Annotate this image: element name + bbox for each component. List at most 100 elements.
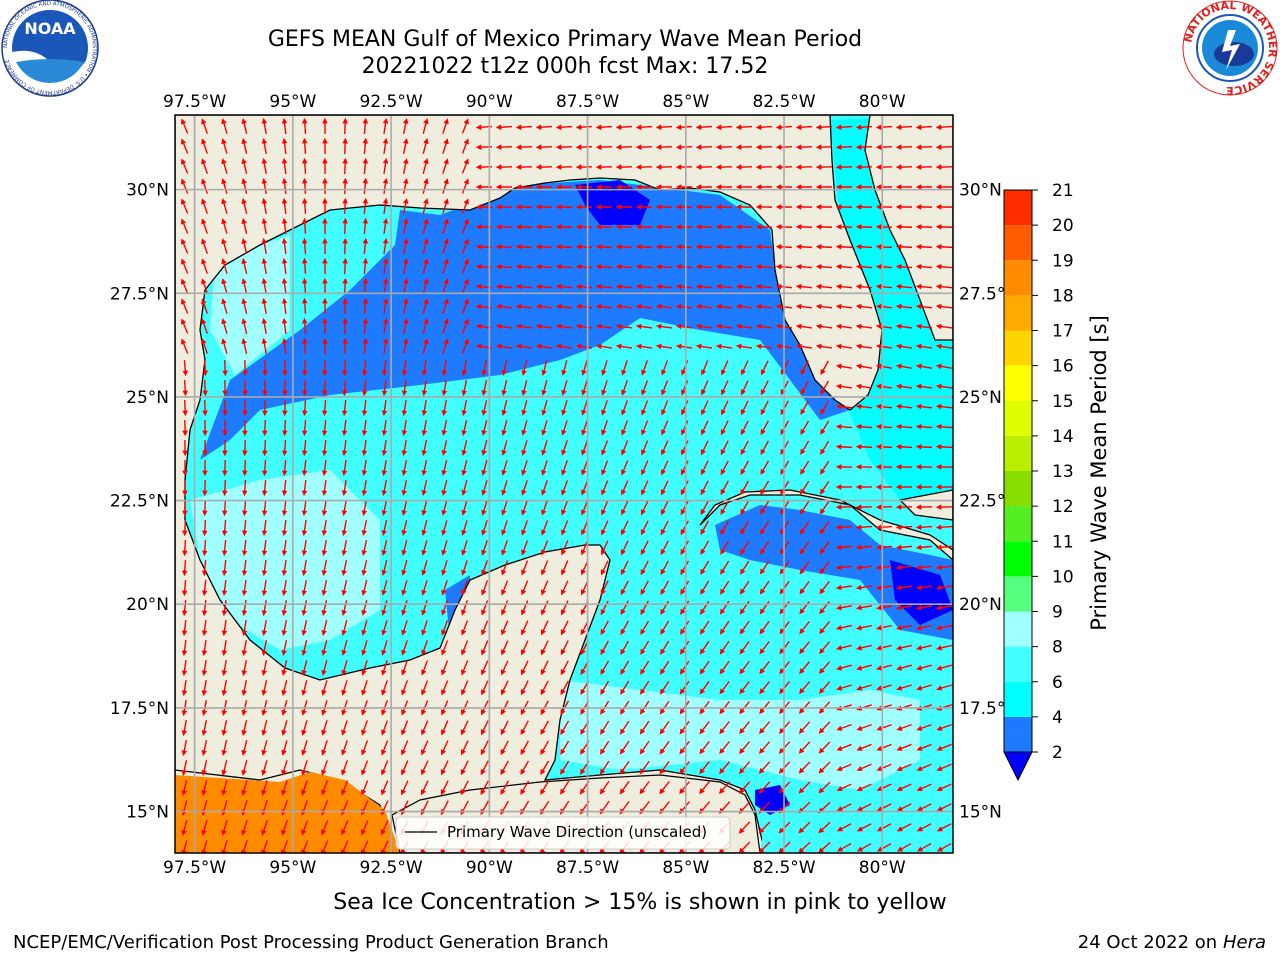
wave-arrow	[501, 600, 509, 616]
wave-arrow	[441, 620, 449, 636]
wave-arrow	[540, 620, 549, 636]
colorbar-tick-label: 16	[1052, 357, 1074, 377]
wave-arrow	[422, 338, 429, 354]
colorbar-tick-label: 4	[1052, 708, 1063, 728]
wave-arrow	[819, 480, 830, 495]
wave-arrow	[501, 560, 509, 576]
wave-arrow	[535, 343, 553, 350]
wave-arrow	[856, 664, 872, 671]
wave-arrow	[481, 540, 488, 556]
wave-arrow	[679, 640, 690, 655]
wave-arrow	[815, 263, 833, 270]
wave-arrow	[261, 117, 268, 135]
wave-arrow	[800, 360, 809, 376]
wave-arrow	[700, 420, 709, 436]
wave-arrow	[836, 684, 852, 691]
wave-arrow	[501, 580, 509, 596]
wave-arrow	[520, 620, 529, 636]
wave-arrow	[241, 579, 248, 597]
colorbar-segment	[1004, 365, 1032, 401]
wave-arrow	[935, 323, 953, 330]
wave-arrow	[755, 144, 773, 150]
wave-arrow	[382, 197, 389, 215]
wave-arrow	[935, 343, 953, 350]
wave-arrow	[780, 420, 790, 436]
wave-arrow	[835, 323, 853, 330]
wave-arrow	[615, 244, 633, 250]
wave-arrow	[555, 224, 573, 230]
wave-arrow	[660, 620, 670, 635]
wave-arrow	[481, 520, 488, 536]
wave-arrow	[321, 660, 328, 676]
wave-arrow	[675, 323, 693, 330]
wave-arrow	[740, 460, 749, 476]
wave-arrow	[381, 459, 388, 477]
lon-tick-label-top: 97.5°W	[163, 92, 226, 112]
wave-arrow	[735, 124, 753, 131]
wave-arrow	[820, 460, 830, 475]
wave-arrow	[541, 420, 548, 436]
wave-arrow	[421, 580, 428, 596]
wave-arrow	[401, 359, 408, 377]
wave-arrow	[779, 520, 790, 535]
wave-arrow	[799, 661, 811, 675]
wave-arrow	[441, 700, 449, 716]
wave-arrow	[421, 640, 428, 656]
wave-arrow	[855, 283, 873, 290]
wave-arrow	[700, 580, 710, 595]
wave-arrow	[301, 197, 308, 215]
wave-arrow	[621, 420, 629, 436]
wave-arrow	[720, 580, 730, 595]
wave-arrow	[181, 298, 189, 314]
wave-arrow	[382, 257, 389, 275]
wave-arrow	[181, 198, 189, 214]
wave-arrow	[915, 303, 933, 310]
wave-arrow	[501, 500, 508, 516]
wave-arrow	[740, 420, 749, 436]
wave-arrow	[700, 380, 709, 396]
wave-arrow	[915, 283, 933, 290]
colorbar-segment	[1004, 295, 1032, 331]
wave-arrow	[521, 400, 528, 416]
period-band-2-4	[200, 180, 850, 460]
lat-tick-label-left: 27.5°N	[110, 284, 169, 304]
wave-arrow	[800, 420, 810, 435]
wave-arrow	[760, 360, 769, 376]
wave-arrow	[720, 400, 729, 416]
wave-arrow	[759, 580, 770, 595]
wave-arrow	[780, 460, 790, 475]
wave-arrow	[875, 383, 893, 390]
wave-arrow	[856, 684, 872, 691]
wave-arrow	[461, 318, 469, 334]
wave-arrow	[201, 519, 208, 537]
wave-arrow	[221, 258, 228, 274]
wave-arrow	[600, 580, 609, 596]
wave-arrow	[201, 278, 208, 294]
wave-arrow	[740, 480, 750, 496]
wave-arrow	[555, 303, 573, 310]
colorbar-segment	[1004, 330, 1032, 366]
wave-arrow	[341, 459, 348, 477]
wave-arrow	[720, 460, 729, 476]
wave-arrow	[421, 620, 428, 636]
wave-arrow	[555, 263, 573, 270]
wave-arrow	[560, 680, 569, 696]
wave-arrow	[521, 560, 529, 576]
lat-tick-label-right: 30°N	[959, 181, 1002, 201]
wave-arrow	[500, 700, 509, 716]
wave-arrow	[535, 303, 553, 310]
wave-arrow	[739, 681, 750, 695]
wave-arrow	[815, 283, 833, 290]
wave-arrow	[855, 363, 873, 370]
lat-tick-label-left: 25°N	[126, 388, 169, 408]
wave-arrow	[641, 420, 649, 436]
wave-arrow	[659, 680, 670, 695]
wave-arrow	[481, 560, 488, 576]
wave-arrow	[201, 619, 208, 637]
wave-arrow	[481, 620, 489, 636]
wave-arrow	[835, 383, 853, 390]
wave-arrow	[461, 238, 469, 254]
wave-arrow	[381, 399, 388, 417]
wave-arrow	[835, 423, 853, 430]
